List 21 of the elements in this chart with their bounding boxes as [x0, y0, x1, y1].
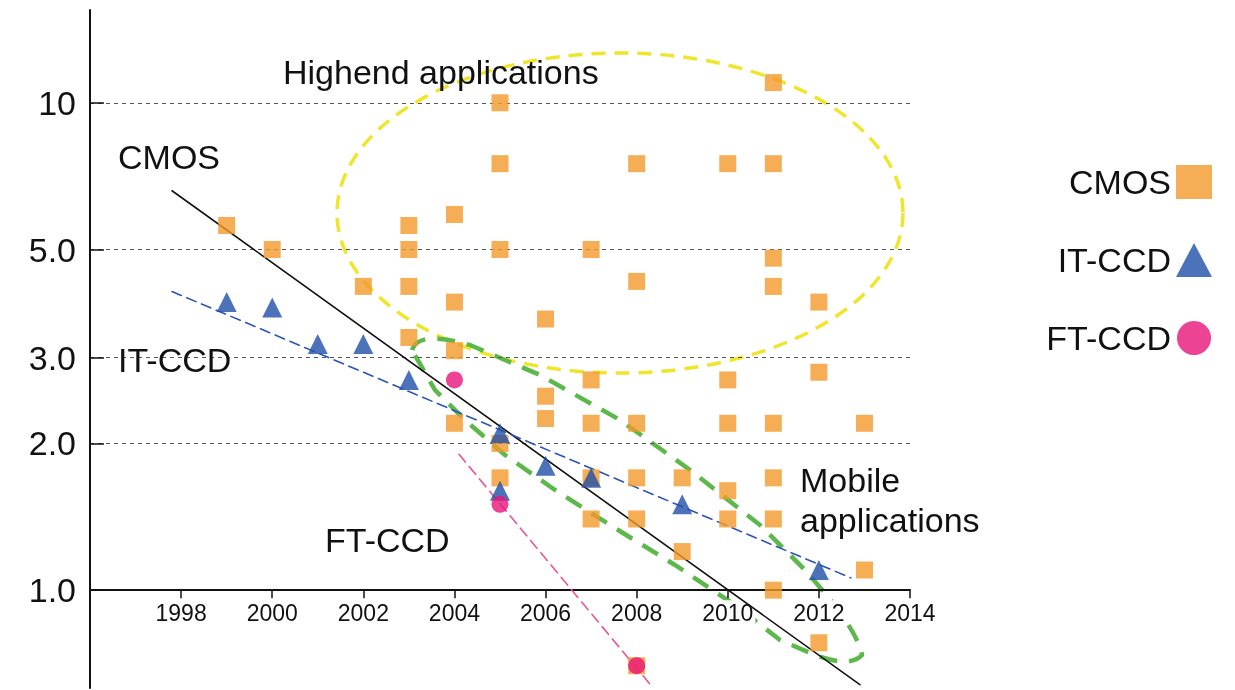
y-tick-label: 2.0 [28, 424, 76, 463]
x-tick-label: 2014 [884, 599, 936, 626]
y-tick-label: 3.0 [28, 338, 76, 377]
annotation: CMOS [118, 138, 220, 176]
x-tick-label: 2000 [246, 599, 298, 626]
x-tick-label: 2002 [337, 599, 389, 626]
y-tick-label: 10 [38, 83, 76, 122]
legend-label: CMOS [1069, 163, 1171, 201]
x-tick-label: 2004 [428, 599, 481, 626]
annotation: IT-CCD [118, 341, 232, 379]
y-tick-label: 5.0 [28, 230, 76, 269]
legend-label: IT-CCD [1057, 241, 1171, 279]
x-tick-label: 1998 [155, 599, 207, 626]
x-tick-label: 2010 [702, 599, 754, 626]
legend-label: FT-CCD [1046, 319, 1171, 357]
x-tick-label: 2008 [611, 599, 663, 626]
y-tick-label: 1.0 [28, 571, 76, 610]
annotation: FT-CCD [325, 521, 450, 559]
x-tick-label: 2012 [793, 599, 845, 626]
x-tick-label: 2006 [519, 599, 572, 626]
annotation: Mobile applications [800, 461, 980, 539]
